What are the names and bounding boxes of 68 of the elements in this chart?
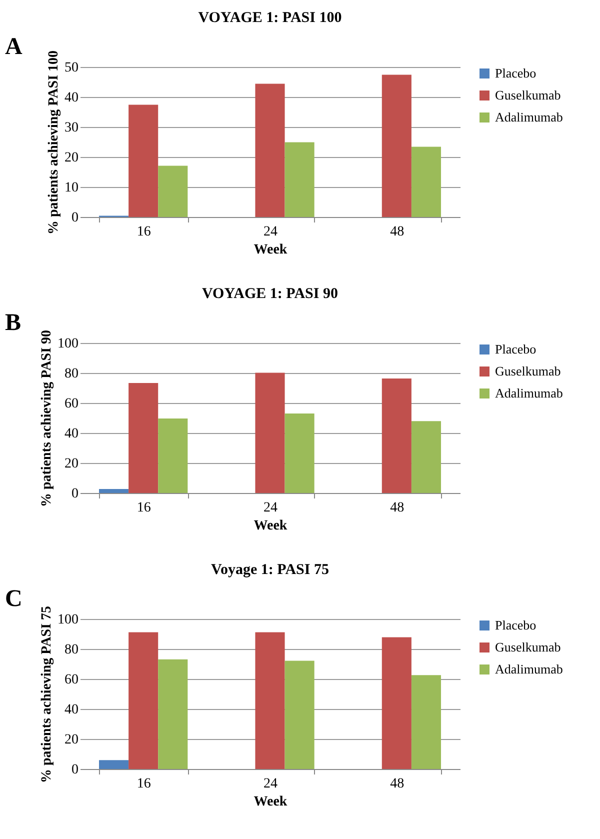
legend-label: Placebo [495, 342, 536, 356]
y-tick-label: 80 [64, 642, 78, 658]
y-tick-label: 40 [64, 426, 78, 442]
y-tick-label: 100 [58, 612, 78, 628]
bar [284, 414, 314, 493]
legend-label: Guselkumab [495, 88, 561, 102]
bar [158, 418, 188, 493]
bar [411, 675, 441, 769]
y-axis-title: % patients achieving PASI 100 [46, 50, 62, 235]
bar [255, 632, 285, 769]
x-tick-label: 24 [264, 500, 278, 516]
x-axis-title: Week [254, 242, 288, 258]
legend-label: Guselkumab [495, 364, 561, 378]
text: A [5, 34, 23, 60]
legend-label: Adalimumab [495, 110, 563, 124]
y-tick-label: 100 [58, 336, 78, 352]
bar [284, 142, 314, 217]
bar [255, 84, 285, 217]
bar [255, 372, 285, 493]
y-tick-label: 20 [64, 456, 78, 472]
chart-title: VOYAGE 1: PASI 90 [202, 286, 338, 302]
chart-title: VOYAGE 1: PASI 100 [198, 10, 342, 26]
y-tick-label: 60 [64, 672, 78, 688]
x-tick-label: 48 [390, 500, 404, 516]
x-tick-label: 48 [390, 224, 404, 240]
bar [128, 383, 158, 493]
y-tick-label: 60 [64, 396, 78, 412]
x-tick-label: 48 [390, 776, 404, 792]
bar [128, 632, 158, 769]
bar [128, 104, 158, 217]
y-tick-label: 0 [72, 210, 78, 226]
x-tick-label: 16 [136, 500, 151, 516]
y-tick-label: 20 [64, 150, 78, 166]
y-axis-title: % patients achieving PASI 90 [40, 330, 54, 508]
x-axis-title: Week [254, 518, 288, 534]
bar [411, 146, 441, 217]
y-tick-label: 0 [72, 486, 78, 502]
x-tick-label: 24 [264, 776, 278, 792]
legend-label: Placebo [495, 66, 536, 80]
bar [382, 637, 412, 769]
y-tick-label: 50 [64, 60, 78, 76]
y-tick-label: 80 [64, 366, 78, 382]
y-tick-label: 40 [64, 90, 78, 106]
legend-label: Adalimumab [495, 386, 563, 400]
x-tick-label: 16 [136, 224, 151, 240]
bar [411, 421, 441, 493]
y-tick-label: 40 [64, 702, 78, 718]
bar [382, 378, 412, 493]
x-axis-title: Week [254, 794, 288, 810]
y-tick-label: 30 [64, 120, 78, 136]
text: B [5, 310, 22, 336]
text: C [5, 586, 22, 612]
x-tick-label: 16 [136, 776, 151, 792]
bar [99, 488, 129, 493]
legend-label: Placebo [495, 618, 536, 632]
chart-title: Voyage 1: PASI 75 [211, 562, 329, 578]
x-tick-label: 24 [264, 224, 278, 240]
y-tick-label: 0 [72, 762, 78, 778]
bar [284, 660, 314, 769]
bar [158, 659, 188, 769]
bar [99, 760, 129, 769]
legend-label: Adalimumab [495, 662, 563, 676]
y-tick-label: 10 [64, 180, 78, 196]
y-tick-label: 20 [64, 732, 78, 748]
bar [382, 74, 412, 217]
legend-label: Guselkumab [495, 640, 561, 654]
bar [158, 166, 188, 217]
y-axis-title: % patients achieving PASI 75 [40, 606, 54, 784]
